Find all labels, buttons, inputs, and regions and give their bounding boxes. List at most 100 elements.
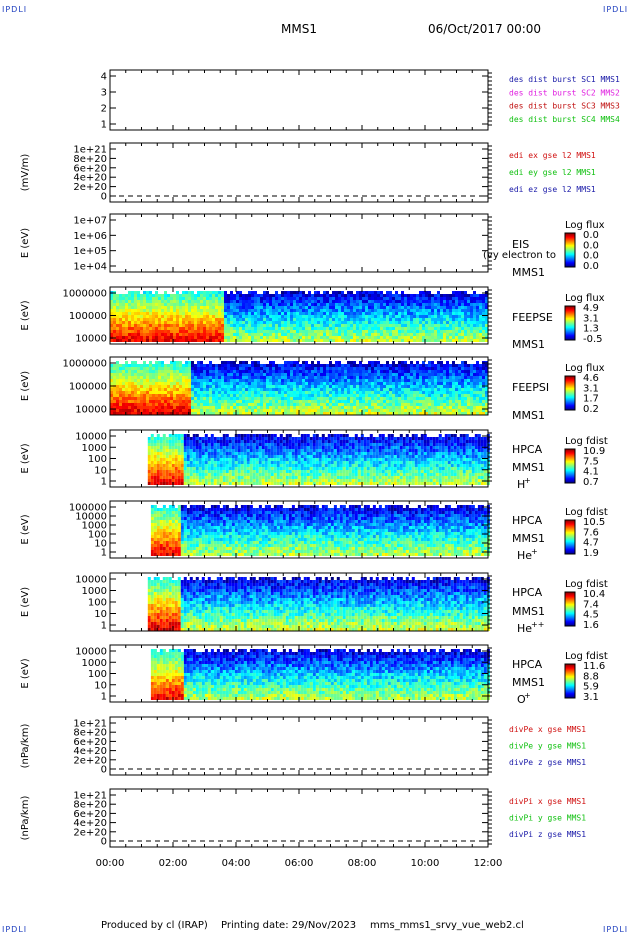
spectrogram-cell	[284, 364, 287, 367]
spectrogram-cell	[171, 476, 175, 479]
spectrogram-cell	[125, 406, 128, 409]
spectrogram-cell	[296, 324, 299, 327]
spectrogram-cell	[189, 437, 193, 440]
spectrogram-cell	[464, 397, 467, 400]
spectrogram-cell	[458, 376, 461, 379]
spectrogram-cell	[257, 297, 260, 300]
spectrogram-cell	[191, 300, 194, 303]
spectrogram-cell	[110, 394, 113, 397]
spectrogram-cell	[293, 324, 296, 327]
spectrogram-cell	[161, 297, 164, 300]
spectrogram-cell	[125, 388, 128, 391]
spectrogram-cell	[374, 409, 377, 412]
spectrogram-cell	[128, 400, 131, 403]
spectrogram-cell	[165, 446, 169, 449]
spectrogram-cell	[401, 412, 404, 415]
spectrogram-cell	[341, 394, 344, 397]
spectrogram-cell	[380, 312, 383, 315]
spectrogram-cell	[335, 400, 338, 403]
spectrogram-cell	[458, 388, 461, 391]
spectrogram-cell	[197, 412, 200, 415]
spectrogram-cell	[146, 388, 149, 391]
spectrogram-cell	[434, 306, 437, 309]
colorbar-tick-label: -0.5	[583, 334, 603, 345]
spectrogram-cell	[299, 297, 302, 300]
spectrogram-cell	[284, 361, 287, 364]
spectrogram-cell	[320, 364, 323, 367]
spectrogram-cell	[173, 321, 176, 324]
spectrogram-cell	[323, 388, 326, 391]
spectrogram-cell	[260, 379, 263, 382]
spectrogram-cell	[320, 376, 323, 379]
spectrogram-cell	[335, 388, 338, 391]
spectrogram-cell	[242, 391, 245, 394]
spectrogram-cell	[155, 373, 158, 376]
spectrogram-cell	[296, 291, 299, 294]
spectrogram-cell	[137, 388, 140, 391]
spectrogram-cell	[428, 406, 431, 409]
spectrogram-cell	[212, 376, 215, 379]
spectrogram-cell	[404, 385, 407, 388]
spectrogram-cell	[338, 303, 341, 306]
spectrogram-cell	[116, 400, 119, 403]
spectrogram-cell	[233, 294, 236, 297]
spectrogram-cell	[413, 382, 416, 385]
spectrogram-cell	[131, 382, 134, 385]
spectrogram-cell	[476, 339, 479, 342]
spectrogram-cell	[146, 291, 149, 294]
spectrogram-cell	[434, 294, 437, 297]
spectrogram-cell	[419, 409, 422, 412]
spectrogram-cell	[425, 333, 428, 336]
spectrogram-cell	[377, 294, 380, 297]
plot-datetime: 06/Oct/2017 00:00	[428, 22, 542, 36]
spectrogram-cell	[347, 327, 350, 330]
spectrogram-cell	[260, 394, 263, 397]
colorbar-tick-label: 0.0	[583, 240, 599, 251]
spectrogram-cell	[446, 306, 449, 309]
spectrogram-cell	[167, 373, 170, 376]
spectrogram-cell	[161, 379, 164, 382]
spectrogram-cell	[476, 336, 479, 339]
spectrogram-cell	[296, 388, 299, 391]
spectrogram-cell	[134, 412, 137, 415]
spectrogram-cell	[476, 391, 479, 394]
spectrogram-cell	[356, 379, 359, 382]
spectrogram-cell	[227, 315, 230, 318]
spectrogram-cell	[236, 306, 239, 309]
spectrogram-cell	[242, 309, 245, 312]
spectrogram-cell	[177, 458, 181, 461]
spectrogram-cell	[122, 364, 125, 367]
spectrogram-cell	[380, 300, 383, 303]
spectrogram-cell	[452, 294, 455, 297]
spectrogram-cell	[116, 376, 119, 379]
spectrogram-cell	[437, 324, 440, 327]
spectrogram-cell	[242, 315, 245, 318]
spectrogram-cell	[260, 321, 263, 324]
spectrogram-cell	[239, 324, 242, 327]
spectrogram-cell	[177, 473, 181, 476]
spectrogram-cell	[272, 385, 275, 388]
spectrogram-cell	[158, 367, 161, 370]
spectrogram-cell	[404, 406, 407, 409]
spectrogram-cell	[185, 306, 188, 309]
spectrogram-cell	[425, 397, 428, 400]
spectrogram-cell	[290, 364, 293, 367]
spectrogram-cell	[296, 379, 299, 382]
spectrogram-cell	[326, 388, 329, 391]
spectrogram-cell	[377, 324, 380, 327]
spectrogram-cell	[473, 364, 476, 367]
spectrogram-cell	[209, 309, 212, 312]
spectrogram-cell	[290, 397, 293, 400]
spectrogram-cell	[143, 409, 146, 412]
spectrogram-cell	[158, 324, 161, 327]
spectrogram-cell	[155, 397, 158, 400]
spectrogram-cell	[251, 403, 254, 406]
spectrogram-cell	[230, 364, 233, 367]
spectrogram-cell	[245, 294, 248, 297]
spectrogram-cell	[473, 327, 476, 330]
spectrogram-cell	[323, 297, 326, 300]
spectrogram-cell	[278, 315, 281, 318]
spectrogram-cell	[392, 367, 395, 370]
spectrogram-cell	[404, 388, 407, 391]
spectrogram-cell	[191, 339, 194, 342]
